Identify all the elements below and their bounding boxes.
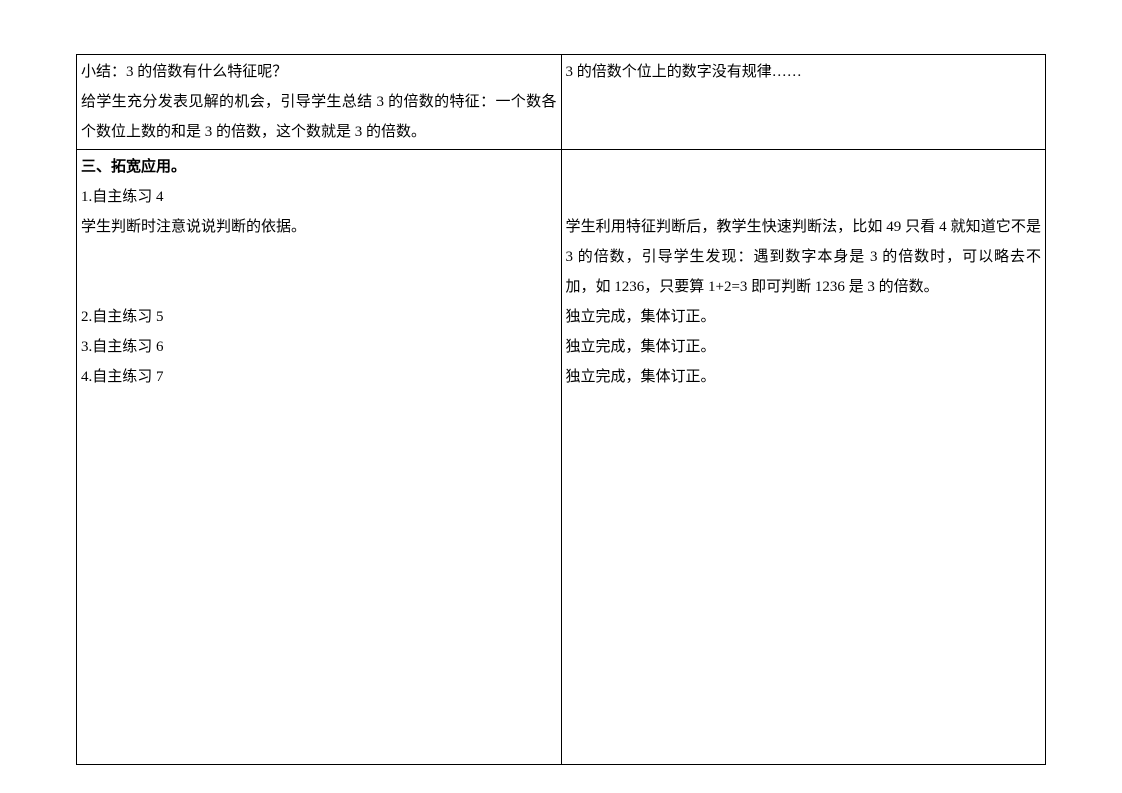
text-line: 独立完成，集体订正。: [566, 302, 1042, 332]
page: 小结：3 的倍数有什么特征呢？ 给学生充分发表见解的机会，引导学生总结 3 的倍…: [0, 0, 1122, 765]
cell-r1-right: 3 的倍数个位上的数字没有规律……: [561, 55, 1046, 150]
cell-r2-right: 学生利用特征判断后，教学生快速判断法，比如 49 只看 4 就知道它不是 3 的…: [561, 150, 1046, 765]
table-row: 小结：3 的倍数有什么特征呢？ 给学生充分发表见解的机会，引导学生总结 3 的倍…: [77, 55, 1046, 150]
text-line: 独立完成，集体订正。: [566, 332, 1042, 362]
text-line: 3.自主练习 6: [81, 332, 557, 362]
table-row: 三、拓宽应用。 1.自主练习 4 学生判断时注意说说判断的依据。 2.自主练习 …: [77, 150, 1046, 765]
text-line: 4.自主练习 7: [81, 362, 557, 392]
text-line: 1.自主练习 4: [81, 182, 557, 212]
text-line: 独立完成，集体订正。: [566, 362, 1042, 392]
section-heading: 三、拓宽应用。: [81, 152, 557, 182]
cell-r1-left: 小结：3 的倍数有什么特征呢？ 给学生充分发表见解的机会，引导学生总结 3 的倍…: [77, 55, 562, 150]
spacer: [566, 152, 1042, 212]
text-line: 给学生充分发表见解的机会，引导学生总结 3 的倍数的特征：一个数各个数位上数的和…: [81, 87, 557, 147]
text-line: 学生利用特征判断后，教学生快速判断法，比如 49 只看 4 就知道它不是 3 的…: [566, 212, 1042, 302]
cell-r2-left: 三、拓宽应用。 1.自主练习 4 学生判断时注意说说判断的依据。 2.自主练习 …: [77, 150, 562, 765]
spacer: [81, 242, 557, 302]
text-line: 3 的倍数个位上的数字没有规律……: [566, 57, 1042, 87]
text-line: 2.自主练习 5: [81, 302, 557, 332]
text-line: 小结：3 的倍数有什么特征呢？: [81, 57, 557, 87]
lesson-table: 小结：3 的倍数有什么特征呢？ 给学生充分发表见解的机会，引导学生总结 3 的倍…: [76, 54, 1046, 765]
text-line: 学生判断时注意说说判断的依据。: [81, 212, 557, 242]
